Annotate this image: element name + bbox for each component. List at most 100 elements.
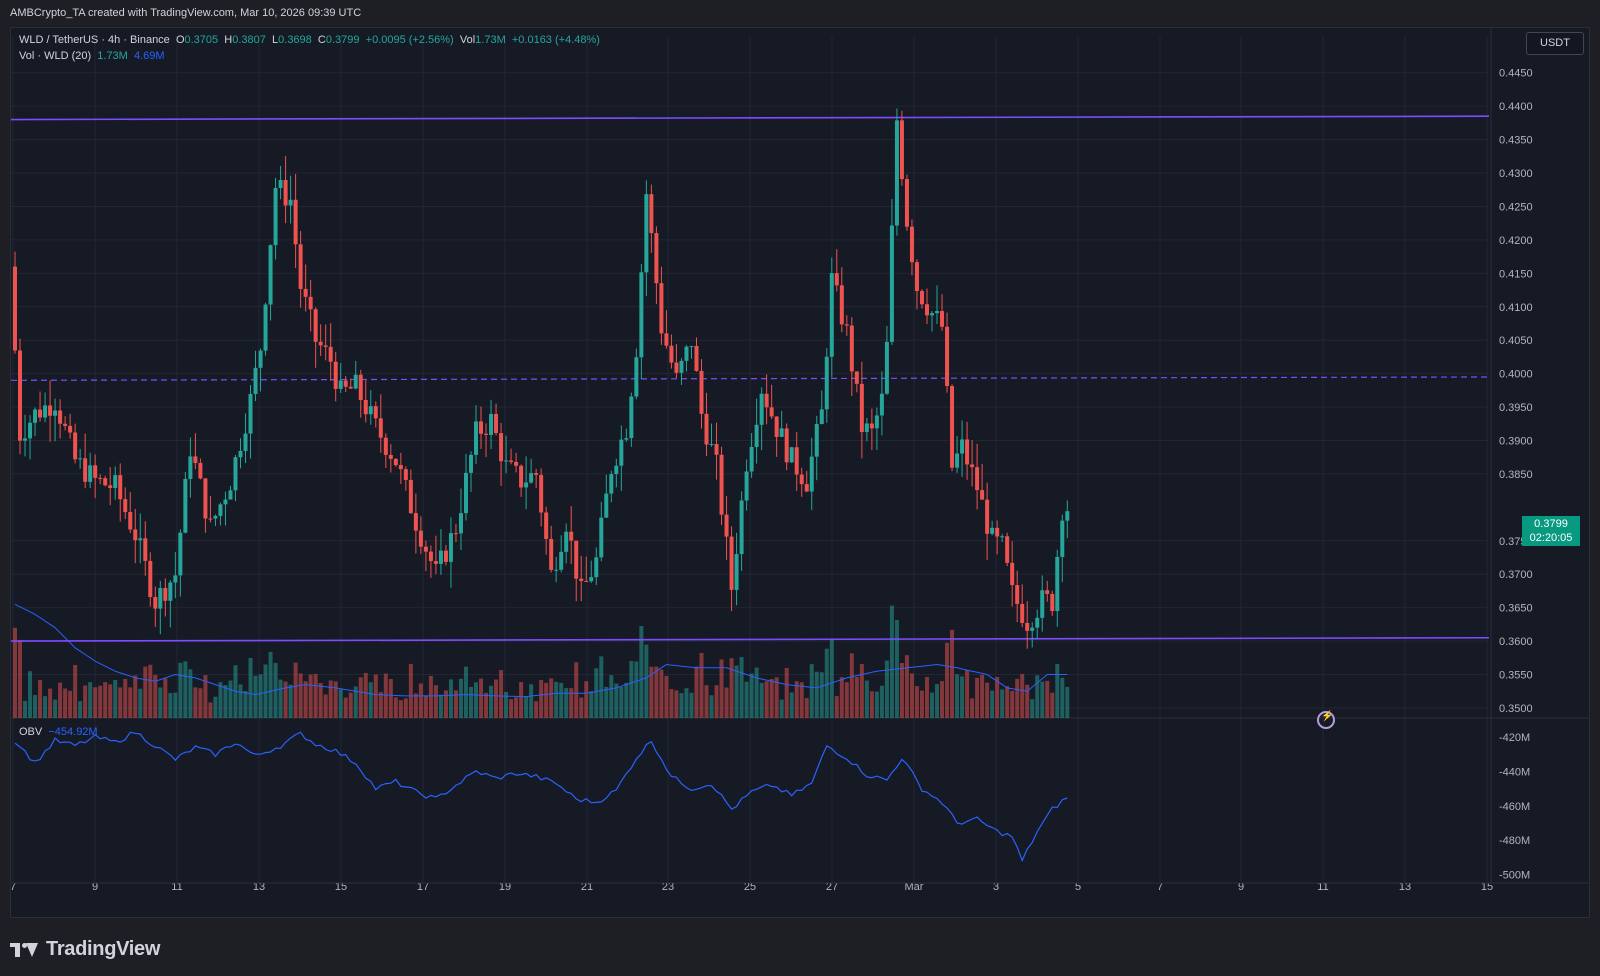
volume-bar — [854, 677, 859, 718]
last-price-tag: 0.3799 02:20:05 — [1522, 516, 1580, 546]
volume-bar — [363, 672, 368, 718]
attribution-text: AMBCrypto_TA created with TradingView.co… — [10, 7, 362, 19]
volume-bar — [308, 674, 313, 718]
volume-bar — [980, 674, 985, 718]
volume-bar — [879, 685, 884, 718]
candle-body — [819, 409, 824, 425]
low-label: L — [272, 34, 279, 46]
candle-body — [448, 533, 453, 562]
candle-body — [233, 457, 238, 491]
volume-bar — [544, 682, 549, 718]
tradingview-logo[interactable]: TradingView — [10, 938, 160, 961]
volume-bar — [819, 672, 824, 718]
candle-body — [539, 474, 544, 513]
volume-bar — [73, 664, 78, 718]
candle-body — [1040, 590, 1045, 618]
candle-body — [318, 341, 323, 346]
candle-body — [899, 120, 904, 180]
candle-body — [719, 454, 724, 515]
volume-bar — [519, 682, 524, 718]
volume-bar — [123, 679, 128, 718]
volume-bar — [995, 676, 1000, 718]
volume-bar — [624, 682, 629, 718]
candle-body — [238, 450, 243, 458]
candle-body — [509, 460, 514, 462]
candle-body — [769, 407, 774, 417]
candle-body — [774, 416, 779, 437]
price-tick-label: 0.3850 — [1499, 469, 1533, 481]
time-tick-label: 21 — [581, 881, 593, 893]
candle-body — [243, 433, 248, 451]
volume-bar — [1030, 699, 1035, 718]
time-tick-label: 23 — [662, 881, 674, 893]
volume-bar — [408, 663, 413, 718]
volume-bar — [629, 661, 634, 718]
volume-bar — [799, 682, 804, 718]
volume-bar — [1020, 673, 1025, 718]
candle-body — [98, 477, 103, 479]
volume-bar — [153, 674, 158, 718]
volume-bar — [749, 673, 754, 718]
candle-body — [879, 393, 884, 416]
candle-body — [609, 474, 614, 494]
candle-body — [724, 514, 729, 537]
volume-bar — [659, 669, 664, 718]
volume-bar — [83, 685, 88, 718]
candle-body — [223, 499, 228, 505]
volume-bar — [133, 675, 138, 718]
open-value: 0.3705 — [184, 34, 219, 46]
volume-bar — [278, 679, 283, 718]
volume-bar — [719, 659, 724, 718]
volume-bar — [138, 688, 143, 718]
volume-bar — [864, 680, 869, 718]
volume-bar — [103, 682, 108, 718]
candle-body — [38, 409, 43, 418]
obv-line — [14, 731, 1068, 863]
candle-body — [1000, 536, 1005, 538]
volume-bar — [98, 685, 103, 718]
price-tick-label: 0.4100 — [1499, 302, 1533, 314]
chart-area[interactable]: 0.4450 0.4400 0.4350 0.4300 0.4250 0.4200 0.41… — [10, 27, 1590, 918]
volume-bar — [328, 680, 333, 718]
candle-body — [88, 465, 93, 482]
candle-body — [589, 577, 594, 582]
candle-body — [23, 438, 28, 441]
volume-bar — [940, 681, 945, 718]
volume-bar — [58, 682, 63, 718]
volume-bar — [559, 682, 564, 718]
candle-body — [514, 461, 519, 466]
candle-body — [273, 188, 278, 246]
currency-unit-button[interactable]: USDT — [1526, 32, 1584, 55]
volume-bar — [163, 678, 168, 718]
candle-body — [298, 244, 303, 289]
candle-body — [463, 472, 468, 514]
candle-body — [453, 533, 458, 535]
level-line-dashed — [11, 376, 1490, 381]
time-tick-label: 15 — [335, 881, 347, 893]
obv-label: OBV — [19, 726, 43, 738]
volume-bar — [679, 693, 684, 718]
candle-body — [569, 531, 574, 541]
candle-body — [859, 383, 864, 433]
price-tick-label: 0.4350 — [1499, 135, 1533, 147]
volume-bar — [664, 675, 669, 718]
replay-icon[interactable] — [1317, 711, 1335, 729]
volume-bar — [118, 687, 123, 718]
candle-body — [228, 490, 233, 500]
candle-body — [689, 345, 694, 347]
candle-body — [178, 532, 183, 576]
price-tick-label: 0.3700 — [1499, 569, 1533, 581]
candle-body — [468, 454, 473, 473]
candle-body — [433, 561, 438, 564]
volume-bar — [168, 693, 173, 718]
volume-bar — [824, 648, 829, 718]
volume-bar — [433, 685, 438, 718]
candle-body — [894, 120, 899, 226]
high-value: 0.3807 — [232, 34, 266, 46]
chart-svg[interactable]: 0.4450 0.4400 0.4350 0.4300 0.4250 0.4200 0.41… — [11, 28, 1589, 917]
candle-body — [73, 432, 78, 460]
volume-bar — [68, 690, 73, 718]
volume-bar — [874, 691, 879, 718]
volume-bar — [258, 674, 263, 718]
volume-bar — [524, 696, 529, 718]
